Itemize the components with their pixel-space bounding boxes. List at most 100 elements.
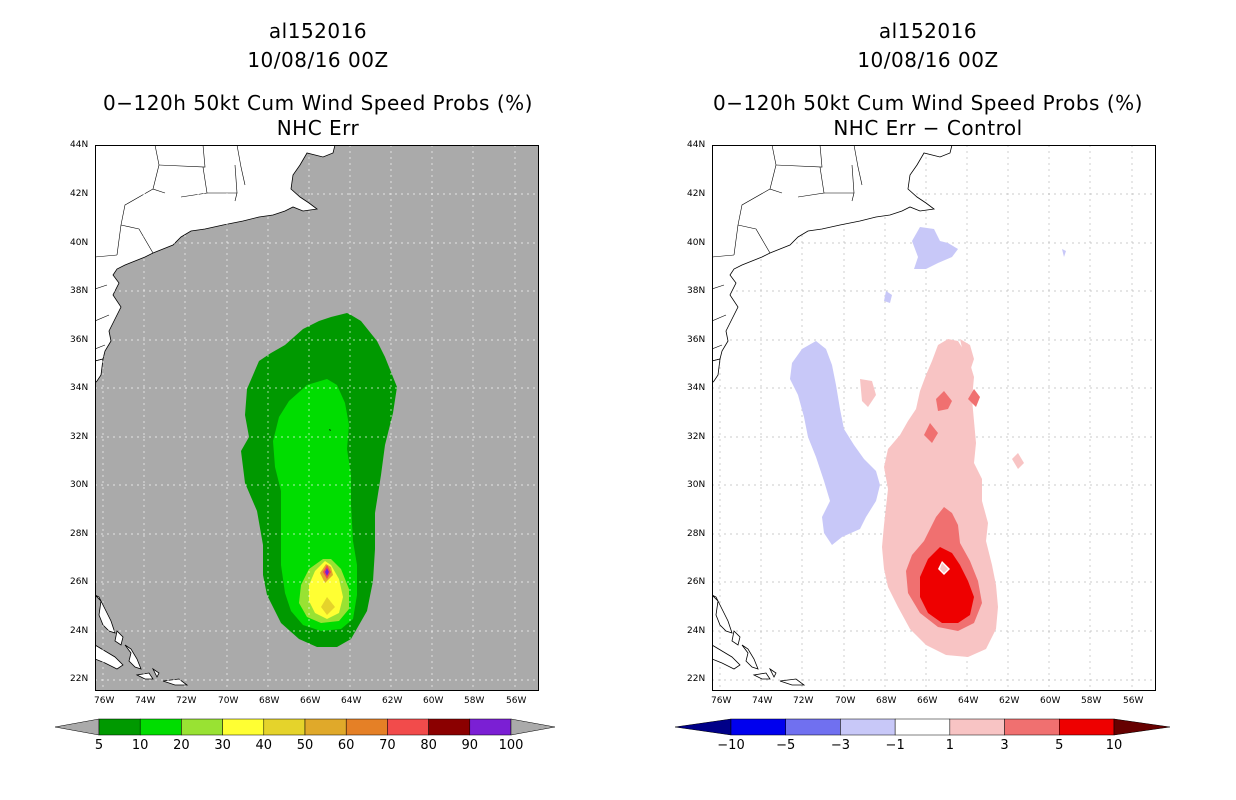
lat-label: 30N [70,480,89,490]
lon-label: 62W [382,696,403,706]
lon-label: 72W [793,696,814,706]
lat-label: 42N [70,189,89,199]
left-colorbar-swatch [139,718,182,736]
lon-label: 64W [958,696,979,706]
lat-label: 40N [687,238,706,248]
lat-label: 34N [70,383,89,393]
left-colorbar-swatch [222,718,265,736]
left-colorbar-label: 100 [498,738,524,753]
left-gridlines [95,145,539,691]
right-diff-contours [790,227,1066,657]
lat-label: 24N [70,626,89,636]
lon-label: 58W [464,696,485,706]
right-colorbar-label: 1 [945,738,954,753]
lon-label: 74W [135,696,156,706]
right-colorbar-swatch [949,718,1005,736]
left-colorbar-label: 70 [379,738,396,753]
right-colorbar-label: −3 [830,738,851,753]
lat-label: 22N [70,674,89,684]
right-colorbar-swatch [1059,718,1115,736]
lon-label: 56W [1123,696,1144,706]
left-land-us [95,145,336,362]
lat-label: 30N [687,480,706,490]
lon-label: 58W [1081,696,1102,706]
left-colorbar-label: 50 [296,738,314,753]
lon-label: 60W [423,696,444,706]
left-colorbar-swatch [469,718,512,736]
right-title: al152016 10/08/16 00Z 0−120h 50kt Cum Wi… [648,17,1208,143]
lon-label: 66W [917,696,938,706]
lat-label: 32N [70,432,89,442]
lon-label: 72W [176,696,197,706]
right-colorbar-label: −10 [717,738,745,753]
left-colorbar-swatch [98,718,141,736]
right-map[interactable] [712,145,1156,691]
lon-label: 76W [94,696,115,706]
left-colorbar-label: 30 [214,738,231,753]
right-colorbar-high-end [1113,718,1171,736]
left-date: 10/08/16 00Z [247,48,389,72]
left-colorbar-label: 20 [173,738,190,753]
left-colorbar-label: 10 [131,738,149,753]
lat-label: 28N [687,529,706,539]
lat-label: 28N [70,529,89,539]
lon-label: 60W [1040,696,1061,706]
left-colorbar-label: 5 [94,738,104,753]
right-colorbar-swatch [1004,718,1060,736]
lat-label: 44N [70,140,89,150]
left-colorbar-swatch [263,718,306,736]
lat-label: 26N [70,577,89,587]
lat-label: 36N [687,335,706,345]
lat-label: 32N [687,432,706,442]
right-colorbar-label: 10 [1105,738,1123,753]
left-subtitle: NHC Err [276,116,360,140]
lon-label: 64W [341,696,362,706]
left-product-title: 0−120h 50kt Cum Wind Speed Probs (%) [103,91,533,115]
left-colorbar-label: 80 [420,738,437,753]
left-colorbar-swatch [304,718,347,736]
left-colorbar-low-end [54,718,100,736]
right-colorbar-low-end [674,718,732,736]
left-colorbar-label: 40 [255,738,273,753]
left-map[interactable] [95,145,539,691]
right-colorbar-label: −5 [776,738,796,753]
lat-label: 22N [687,674,706,684]
lat-label: 26N [687,577,706,587]
lon-label: 76W [711,696,732,706]
right-colorbar-swatch [840,718,896,736]
lon-label: 56W [506,696,527,706]
lat-label: 40N [70,238,89,248]
lat-label: 34N [687,383,706,393]
right-product-title: 0−120h 50kt Cum Wind Speed Probs (%) [713,91,1143,115]
right-colorbar-swatch [785,718,841,736]
left-colorbar-swatch [387,718,429,736]
lon-label: 70W [218,696,239,706]
left-colorbar-high-end [510,718,556,736]
lat-label: 38N [70,286,89,296]
right-islands [712,594,806,686]
lon-label: 74W [752,696,773,706]
left-colorbar-swatch [181,718,223,736]
left-title: al152016 10/08/16 00Z 0−120h 50kt Cum Wi… [38,17,598,143]
lon-label: 62W [999,696,1020,706]
right-colorbar-swatch [894,718,951,736]
right-colorbar-label: 5 [1055,738,1064,753]
left-colorbar-swatch [428,718,471,736]
lon-label: 66W [300,696,321,706]
right-storm-id: al152016 [878,19,978,43]
lat-label: 42N [687,189,706,199]
lat-label: 44N [687,140,706,150]
lat-label: 36N [70,335,89,345]
lat-label: 24N [687,626,706,636]
left-colorbar-label: 90 [461,738,479,753]
right-colorbar-swatch [730,718,786,736]
left-prob-contours [241,313,397,647]
right-colorbar-label: −1 [885,738,905,753]
left-colorbar-swatch [345,718,388,736]
right-colorbar-label: 3 [1000,738,1009,753]
lat-label: 38N [687,286,706,296]
left-colorbar-label: 60 [337,738,355,753]
right-date: 10/08/16 00Z [857,48,999,72]
lon-label: 70W [835,696,856,706]
lon-label: 68W [259,696,280,706]
